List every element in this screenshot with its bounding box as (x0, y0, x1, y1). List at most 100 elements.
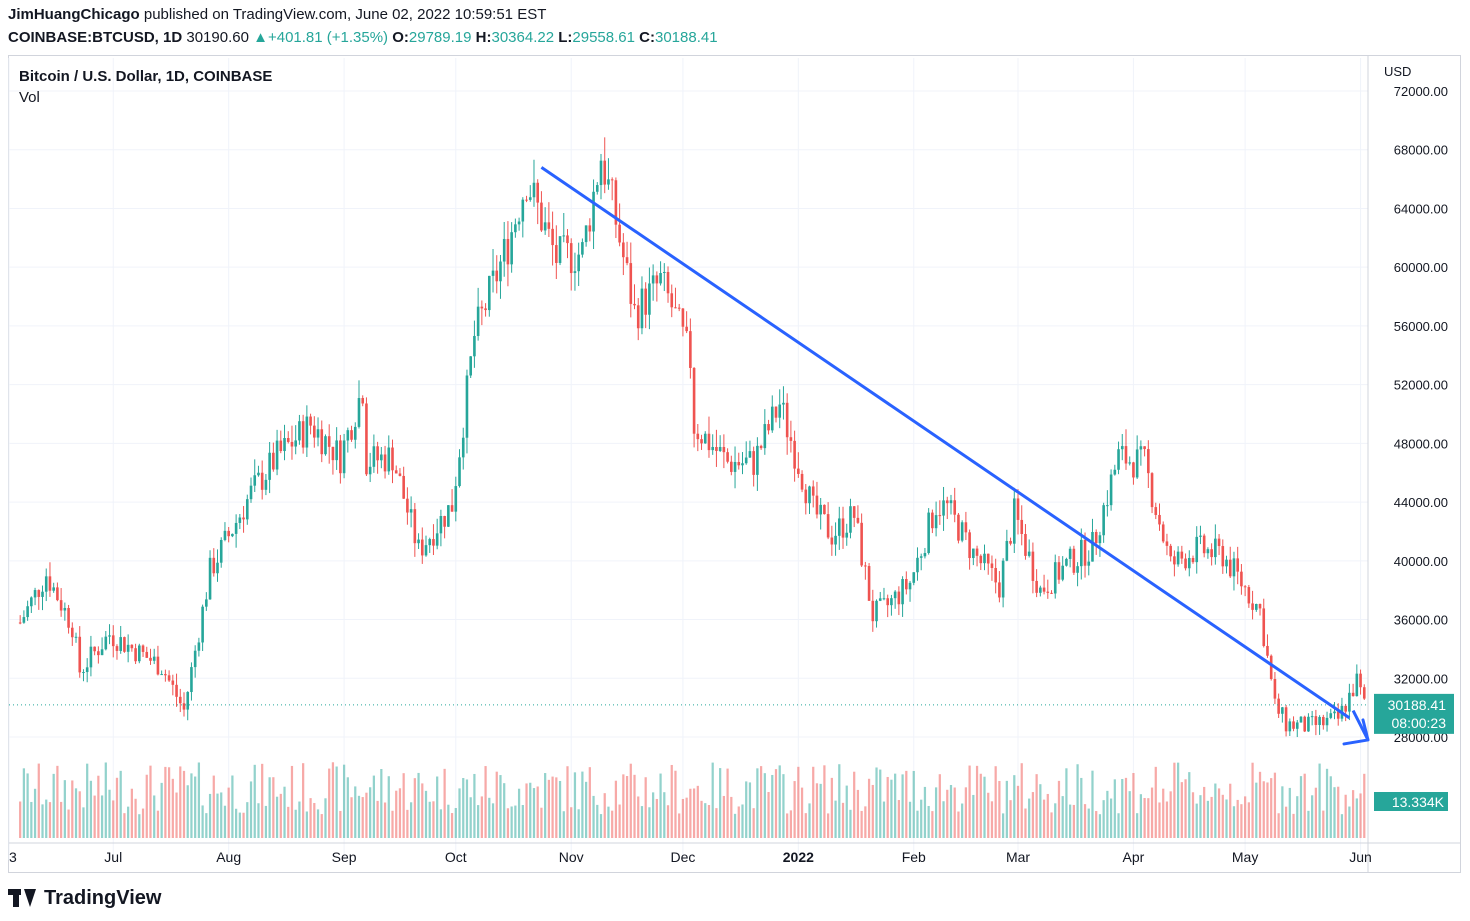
candle-body (1281, 707, 1284, 714)
candle-body (648, 283, 651, 315)
volume-bar (309, 798, 312, 838)
volume-bar (957, 811, 960, 838)
candle-body (797, 468, 800, 474)
candle-body (588, 225, 592, 232)
candle-body (372, 446, 376, 467)
trendline[interactable] (540, 166, 1351, 720)
volume-bar (223, 805, 227, 838)
candle-body (994, 567, 997, 583)
time-tick-label: Aug (216, 849, 241, 865)
volume-bar (97, 775, 100, 838)
candle-body (160, 674, 163, 676)
candle-body (1258, 604, 1262, 609)
volume-bar (52, 773, 55, 838)
candle-body (1333, 711, 1336, 714)
volume-bar (901, 774, 904, 838)
volume-bar (1113, 779, 1116, 838)
volume-bar (387, 776, 390, 838)
volume-bar (1020, 763, 1023, 838)
volume-bar (990, 801, 994, 838)
author-name[interactable]: JimHuangChicago (8, 6, 140, 23)
volume-bar (443, 768, 446, 838)
candle-body (1009, 540, 1012, 544)
volume-bar (495, 771, 498, 838)
volume-bar (938, 774, 941, 838)
candle-body (432, 539, 435, 546)
candle-body (1284, 707, 1288, 732)
candle-body (1292, 721, 1295, 729)
candle-body (744, 457, 748, 464)
volume-bar (458, 788, 461, 838)
volume-bar (894, 773, 897, 838)
volume-bar (1217, 788, 1221, 838)
volume-bar (778, 765, 781, 838)
candle-body (625, 257, 629, 264)
price-tick-label: 64000.00 (1394, 201, 1448, 216)
candle-body (581, 242, 584, 255)
candle-body (618, 224, 621, 243)
footer-brand[interactable]: TradingView (8, 885, 161, 911)
volume-bar (510, 806, 513, 838)
volume-bar (1076, 764, 1079, 838)
volume-bar (577, 809, 580, 838)
candle-body (670, 293, 674, 308)
candle-body (1035, 580, 1038, 593)
volume-bar (294, 809, 297, 838)
volume-bar (1136, 813, 1139, 838)
volume-bar (1147, 798, 1150, 838)
candle-body (52, 587, 55, 591)
candle-body (882, 598, 886, 600)
candle-body (1024, 534, 1027, 556)
volume-bar (547, 779, 550, 838)
arrow-head (1342, 718, 1370, 746)
candle-body (1135, 449, 1139, 478)
volume-bar (1225, 799, 1228, 838)
candle-body (138, 645, 141, 662)
forecast-arrow[interactable] (1342, 709, 1370, 746)
volume-bar (342, 764, 346, 838)
volume-bar (1117, 813, 1120, 838)
candle-body (1303, 716, 1307, 732)
last-price-tag (1374, 693, 1454, 734)
volume-bar (1139, 794, 1142, 838)
candle-body (756, 445, 759, 475)
candle-body (566, 235, 569, 244)
volume-bar (1091, 770, 1094, 838)
price-axis[interactable]: 28000.0032000.0036000.0040000.0044000.00… (1394, 84, 1448, 745)
time-axis[interactable]: 3 Jul Aug Sep Oct Nov Dec 2022 Feb Mar Apr May Jun (9, 849, 1372, 865)
volume-bar (67, 809, 70, 838)
last-price-tag-value: 30188.41 (1388, 697, 1447, 713)
candle-body (175, 684, 178, 697)
candle-body (1076, 566, 1079, 573)
volume-bar (242, 812, 245, 838)
volume-bar (402, 773, 405, 838)
volume-bar (149, 765, 152, 838)
volume-bar (640, 806, 644, 838)
volume-bar (339, 810, 342, 838)
price-tick-label: 72000.00 (1394, 84, 1448, 99)
candle-body (841, 518, 845, 538)
volume-bar (1162, 788, 1165, 838)
volume-bar (1314, 787, 1317, 838)
volume-bar (1054, 803, 1057, 838)
candle-body (67, 607, 70, 628)
volume-bar (1266, 782, 1269, 838)
volume-bar (625, 776, 629, 838)
candle-body (696, 433, 700, 440)
volume-bar (1069, 804, 1072, 838)
volume-bar (383, 802, 387, 838)
candle-body (1228, 559, 1232, 577)
candle-body (711, 446, 715, 451)
candle-body (1318, 716, 1321, 725)
candle-body (1117, 449, 1120, 470)
volume-bar (1351, 790, 1355, 838)
volume-bar (1042, 799, 1046, 838)
candle-body (655, 275, 659, 284)
candle-body (294, 440, 297, 447)
volume-bar (361, 797, 364, 838)
candle-body (908, 582, 912, 590)
candle-body (1176, 551, 1180, 565)
candle-body (290, 441, 294, 447)
candle-body (357, 398, 361, 427)
